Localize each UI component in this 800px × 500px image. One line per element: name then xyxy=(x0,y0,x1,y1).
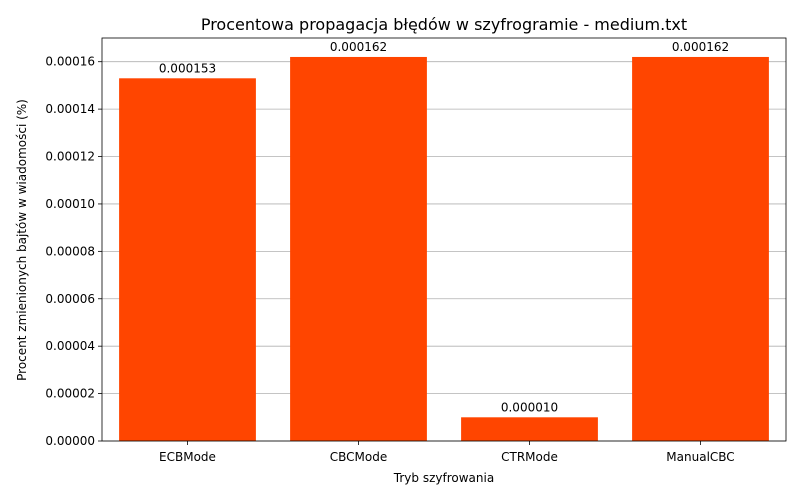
y-tick-label: 0.00016 xyxy=(45,55,95,69)
data-label: 0.000162 xyxy=(330,40,387,54)
y-tick-label: 0.00002 xyxy=(45,387,95,401)
x-tick-label: ECBMode xyxy=(159,450,216,464)
y-tick-label: 0.00012 xyxy=(45,150,95,164)
y-tick-label: 0.00004 xyxy=(45,339,95,353)
bar-ecbmode xyxy=(119,78,256,442)
data-label: 0.000010 xyxy=(501,400,558,414)
y-tick-label: 0.00006 xyxy=(45,292,95,306)
axes xyxy=(101,37,787,442)
y-tick-label: 0.00014 xyxy=(45,102,95,116)
data-labels: 0.000153 0.000162 0.000010 0.000162 xyxy=(159,40,729,414)
x-tick-label: CTRMode xyxy=(501,450,558,464)
y-tick-label: 0.00008 xyxy=(45,244,95,258)
y-tick-label: 0.00010 xyxy=(45,197,95,211)
bar-manualcbc xyxy=(632,56,769,441)
bar-cbcmode xyxy=(290,56,427,441)
x-tick-label: ManualCBC xyxy=(666,450,734,464)
chart-title: Procentowa propagacja błędów w szyfrogra… xyxy=(201,15,687,34)
y-tick-label: 0.00000 xyxy=(45,434,95,448)
y-axis-label: Procent zmienionych bajtów w wiadomości … xyxy=(15,99,29,381)
x-axis-label: Tryb szyfrowania xyxy=(393,471,494,485)
x-ticks: ECBMode CBCMode CTRMode ManualCBC xyxy=(159,441,735,464)
plot-frame xyxy=(101,37,787,442)
y-ticks: 0.00000 0.00002 0.00004 0.00006 0.00008 0.000… xyxy=(45,55,102,448)
bar-ctrmode xyxy=(461,417,598,441)
data-label: 0.000162 xyxy=(672,40,729,54)
data-label: 0.000153 xyxy=(159,61,216,75)
x-tick-label: CBCMode xyxy=(330,450,387,464)
bars xyxy=(119,56,769,442)
